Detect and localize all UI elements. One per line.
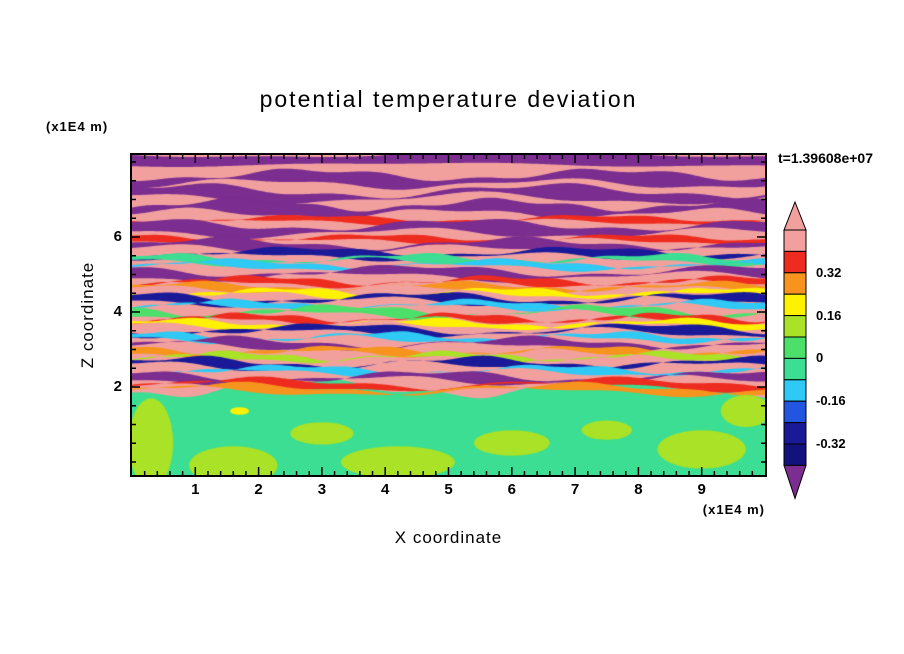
plot-title: potential temperature deviation: [132, 86, 765, 113]
x-tick-label: 8: [623, 481, 653, 498]
timestamp-label: t=1.39608e+07: [778, 150, 873, 166]
x-axis-unit-label: (x1E4 m): [620, 502, 765, 517]
y-axis-unit-label: (x1E4 m): [46, 119, 108, 134]
x-tick-label: 3: [307, 481, 337, 498]
colorbar-tick-label: -0.16: [816, 393, 846, 408]
y-tick-label: 2: [94, 378, 122, 395]
y-tick-label: 4: [94, 303, 122, 320]
colorbar-tick-label: 0: [816, 350, 823, 365]
colorbar: 0.32 0.16 0 -0.16 -0.32: [782, 200, 904, 510]
plot-page: potential temperature deviation (x1E4 m)…: [0, 0, 904, 654]
y-tick-labels: 6 4 2: [94, 155, 122, 475]
contour-field: [132, 155, 765, 475]
colorbar-tick-label: 0.16: [816, 308, 841, 323]
x-axis-label: X coordinate: [132, 528, 765, 548]
x-tick-label: 2: [244, 481, 274, 498]
colorbar-labels: 0.32 0.16 0 -0.16 -0.32: [782, 200, 904, 510]
x-tick-label: 5: [434, 481, 464, 498]
colorbar-tick-label: 0.32: [816, 265, 841, 280]
x-tick-labels: 1 2 3 4 5 6 7 8 9: [132, 481, 765, 501]
colorbar-tick-label: -0.32: [816, 436, 846, 451]
plot-frame: [130, 153, 767, 477]
x-tick-label: 1: [180, 481, 210, 498]
x-tick-label: 7: [560, 481, 590, 498]
x-tick-label: 9: [687, 481, 717, 498]
x-tick-label: 6: [497, 481, 527, 498]
x-tick-label: 4: [370, 481, 400, 498]
y-tick-label: 6: [94, 228, 122, 245]
